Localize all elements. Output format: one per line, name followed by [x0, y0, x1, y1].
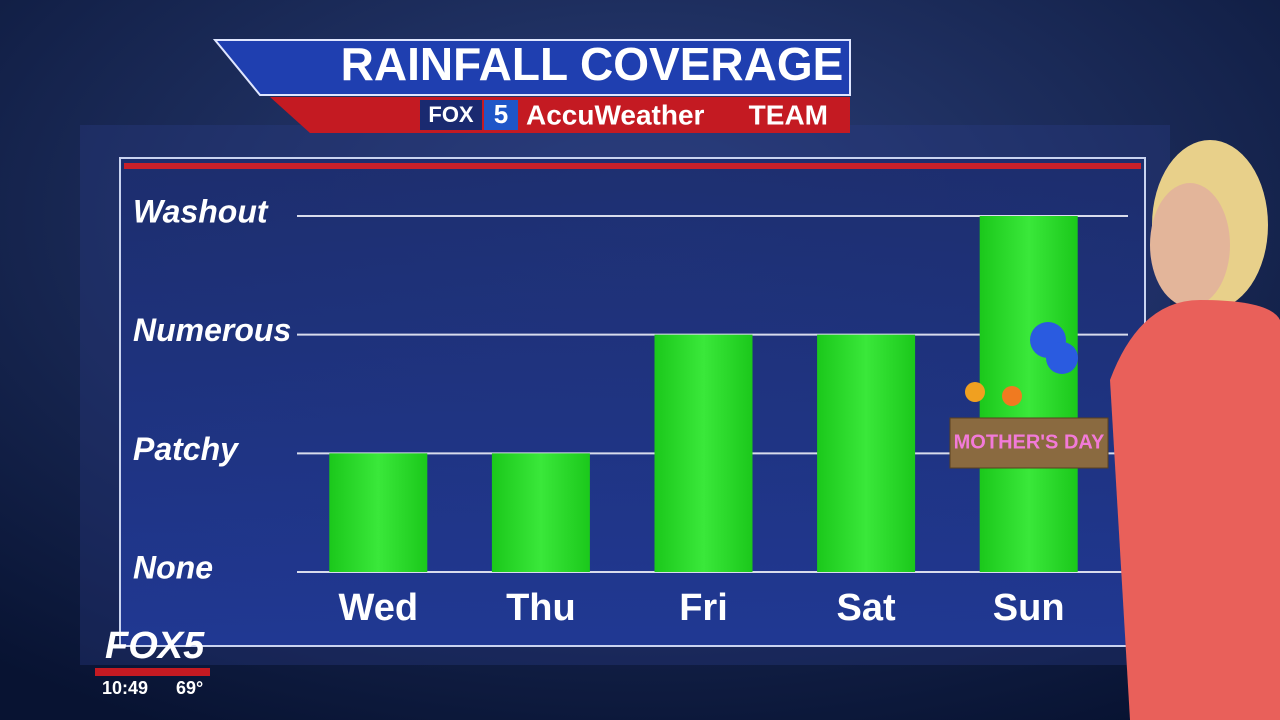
- channel-box: [484, 100, 518, 130]
- badge-text: MOTHER'S DAY: [954, 431, 1105, 453]
- time: 10:49: [102, 678, 148, 698]
- temperature: 69°: [176, 678, 203, 698]
- team: TEAM: [749, 99, 828, 130]
- panel-stripe: [124, 163, 1141, 169]
- bar: [979, 216, 1078, 572]
- logo: FOX5: [105, 625, 205, 667]
- badge-box: [949, 417, 1109, 469]
- brand-banner: [270, 97, 850, 133]
- x-tick-label: Fri: [679, 587, 728, 629]
- x-tick-label: Sat: [837, 587, 896, 629]
- chart-panel: [119, 157, 1146, 647]
- x-tick-label: Thu: [506, 587, 576, 629]
- y-tick-label: Patchy: [133, 431, 240, 467]
- x-tick-label: Wed: [339, 587, 419, 629]
- team-brand: AccuWeather: [526, 99, 705, 130]
- bar: [817, 334, 916, 572]
- y-tick-label: None: [133, 549, 213, 585]
- y-tick-label: Washout: [133, 193, 269, 229]
- bar: [654, 334, 753, 572]
- bug-stripe: [95, 668, 210, 676]
- presenter: [1110, 140, 1280, 720]
- chart-title: RAINFALL COVERAGE: [341, 38, 844, 90]
- network: FOX: [428, 102, 474, 127]
- badge: MOTHER'S DAY: [949, 322, 1109, 469]
- fox-box: [420, 100, 482, 130]
- title-banner: [212, 39, 851, 96]
- channel: 5: [494, 99, 508, 129]
- bar: [491, 453, 590, 572]
- x-tick-label: Sun: [993, 587, 1065, 629]
- bar: [329, 453, 428, 572]
- y-tick-label: Numerous: [133, 312, 291, 348]
